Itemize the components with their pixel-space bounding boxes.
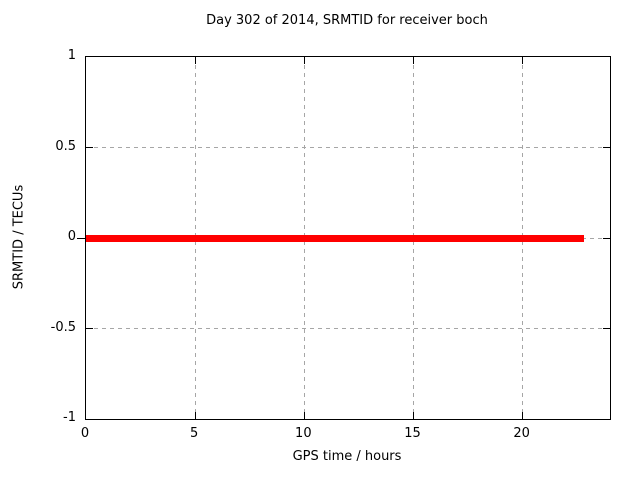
y-tick-label: 1: [67, 48, 76, 63]
y-tick-left: [86, 147, 93, 148]
y-tick-left: [86, 328, 93, 329]
x-tick-bottom: [413, 412, 414, 419]
y-tick-label: 0.5: [55, 138, 76, 154]
y-gridline: [86, 147, 610, 148]
y-tick-right: [603, 328, 610, 329]
x-tick-bottom: [522, 412, 524, 419]
x-tick-label: 20: [513, 426, 530, 441]
x-tick-top: [194, 57, 196, 64]
y-tick-right: [603, 147, 610, 148]
x-tick-top: [413, 57, 414, 64]
x-tick-label: 5: [190, 426, 199, 441]
y-tick-label: 0: [67, 229, 76, 244]
x-tick-label: 15: [404, 426, 421, 441]
y-gridline: [86, 328, 610, 329]
x-tick-top: [522, 57, 524, 64]
x-tick-label: 10: [295, 426, 312, 441]
chart-title: Day 302 of 2014, SRMTID for receiver boc…: [206, 13, 488, 28]
x-tick-bottom: [303, 412, 305, 419]
series-line-srmtid: [86, 234, 584, 242]
y-tick-label: -1: [63, 410, 76, 425]
y-tick-right: [603, 237, 610, 239]
x-tick-bottom: [194, 412, 196, 419]
y-tick-label: -0.5: [50, 319, 76, 335]
y-zero-outward-tick: [77, 237, 85, 239]
x-axis-label: GPS time / hours: [292, 449, 402, 464]
x-tick-label: 0: [80, 426, 90, 441]
plot-area: [77, 56, 611, 420]
x-tick-top: [303, 57, 305, 64]
